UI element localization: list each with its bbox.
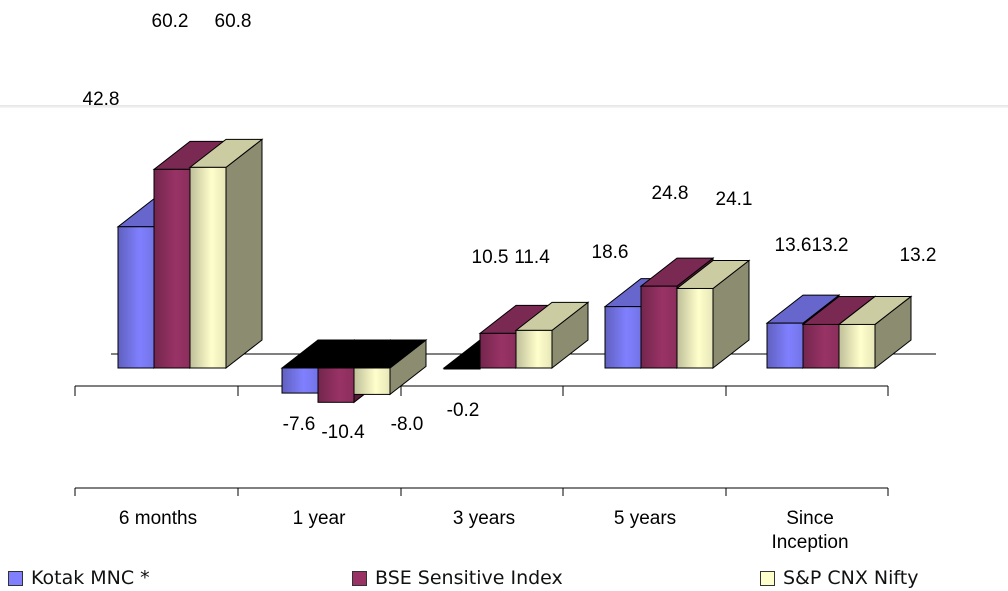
bar-bse-sensitive-index-5-years [640, 285, 678, 369]
bar-kotak-mnc-1-year [281, 367, 319, 394]
category-label-3-years: 3 years [453, 508, 515, 529]
data-label-bse-sensitive-index-1-year: -10.4 [321, 422, 365, 443]
legend-label-bse-sensitive-index: BSE Sensitive Index [375, 567, 563, 589]
data-label-bse-sensitive-index-5-years: 24.8 [652, 183, 689, 204]
data-label-kotak-mnc-1-year: -7.6 [283, 414, 316, 435]
legend-item-bse-sensitive-index: BSE Sensitive Index [352, 566, 563, 590]
data-label-bse-sensitive-index-6-months: 60.2 [152, 11, 189, 32]
category-label-1-year: 1 year [293, 508, 346, 529]
legend-label-sp-cnx-nifty: S&P CNX Nifty [783, 567, 919, 589]
bar-kotak-mnc-since-inception [766, 322, 804, 369]
data-label-sp-cnx-nifty-5-years: 24.1 [716, 189, 753, 210]
data-label-sp-cnx-nifty-6-months: 60.8 [215, 11, 252, 32]
bar-bse-sensitive-index-1-year [317, 367, 355, 403]
data-label-sp-cnx-nifty-since-inception: 13.2 [900, 245, 937, 266]
legend-item-kotak-mnc: Kotak MNC * [8, 566, 150, 590]
category-label-5-years: 5 years [614, 508, 676, 529]
legend-label-kotak-mnc: Kotak MNC * [31, 567, 150, 589]
legend-swatch-kotak-mnc [8, 570, 23, 586]
category-label-6-months: 6 months [119, 508, 197, 529]
data-label-bse-sensitive-index-3-years: 10.5 [472, 247, 509, 268]
bar-bse-sensitive-index-6-months [153, 168, 191, 369]
data-label-sp-cnx-nifty-1-year: -8.0 [391, 414, 424, 435]
bar-kotak-mnc-6-months [117, 226, 155, 369]
data-label-bse-sensitive-index-since-inception: 13.2 [812, 235, 849, 256]
category-label-since-inception-line1: Since [786, 508, 834, 529]
data-label-kotak-mnc-5-years: 18.6 [592, 242, 629, 263]
bar-sp-cnx-nifty-3-years [515, 329, 553, 369]
data-label-sp-cnx-nifty-3-years: 11.4 [514, 247, 550, 268]
data-label-kotak-mnc-3-years: -0.2 [447, 400, 480, 421]
bar-kotak-mnc-5-years [604, 306, 642, 369]
bar-sp-cnx-nifty-5-years [676, 287, 714, 369]
bar-sp-cnx-nifty-1-year [353, 367, 391, 395]
slide-divider [0, 105, 1008, 108]
bar-bse-sensitive-index-3-years [479, 332, 517, 369]
legend-swatch-sp-cnx-nifty [760, 570, 775, 586]
data-label-kotak-mnc-6-months: 42.8 [83, 89, 120, 110]
bar-sp-cnx-nifty-6-months [189, 166, 227, 369]
bar-kotak-mnc-3-years [443, 367, 481, 370]
legend-item-sp-cnx-nifty: S&P CNX Nifty [760, 566, 918, 590]
data-label-kotak-mnc-since-inception: 13.6 [775, 235, 812, 256]
category-label-since-inception-line2: Inception [771, 532, 848, 553]
bar-sp-cnx-nifty-6-months-side [225, 138, 263, 370]
bar-sp-cnx-nifty-since-inception [838, 323, 876, 369]
legend-swatch-bse-sensitive-index [352, 570, 367, 586]
bar-bse-sensitive-index-since-inception [802, 323, 840, 369]
